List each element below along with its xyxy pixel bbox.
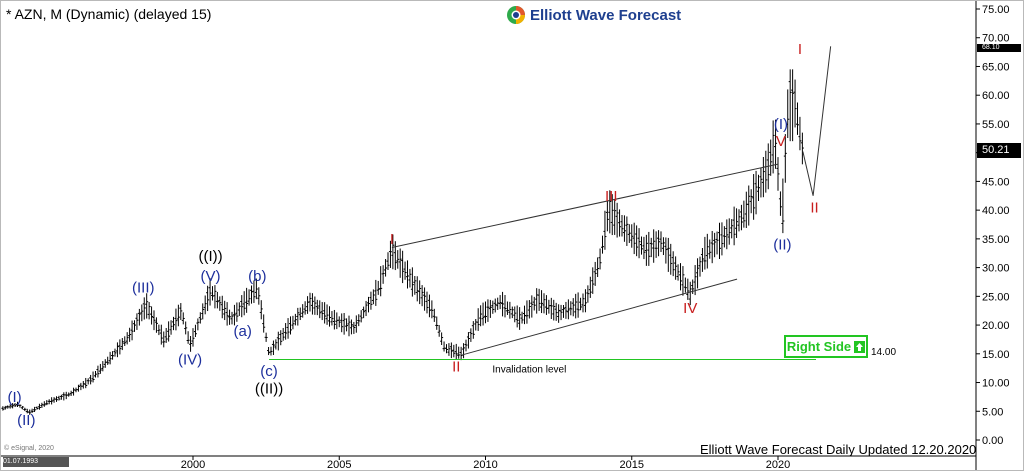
price-axis: 75.0070.0065.0060.0055.0050.0045.0040.00…	[975, 1, 1010, 470]
wave-label: V	[776, 133, 786, 150]
wave-label: (I)	[7, 389, 21, 406]
y-tick-label: 70.00	[982, 33, 1010, 45]
price-bars	[1, 69, 804, 415]
date-box: 01.07.1993	[3, 457, 69, 467]
y-tick-label: 0.00	[982, 435, 1003, 447]
time-axis: 2000 2005 2010 2015 2020	[1, 455, 976, 470]
y-tick-label: 15.00	[982, 349, 1010, 361]
y-tick-label: 45.00	[982, 176, 1010, 188]
wave-label: I	[798, 41, 802, 58]
wave-label: (III)	[132, 280, 155, 297]
y-tick-label: 55.00	[982, 119, 1010, 131]
trendline	[391, 163, 779, 248]
y-tick-label: 30.00	[982, 263, 1010, 275]
wave-label: (IV)	[178, 352, 202, 369]
logo-icon	[507, 6, 525, 24]
projection-path	[802, 46, 832, 196]
wave-label: III	[605, 188, 618, 205]
wave-label: I	[390, 231, 394, 248]
y-tick-label: 65.00	[982, 61, 1010, 73]
last-price-box: 50.21	[977, 143, 1021, 158]
wave-label: IV	[683, 300, 697, 317]
x-tick-label: 2010	[473, 459, 497, 470]
arrow-up-icon	[854, 340, 866, 353]
wave-label: (II)	[17, 412, 35, 429]
right-side-label: Right Side	[786, 339, 852, 354]
x-tick-label: 2015	[620, 459, 644, 470]
trendlines: Invalidation level	[269, 46, 832, 376]
x-tick-label: 2005	[327, 459, 351, 470]
wave-label: (I)	[774, 116, 788, 133]
invalidation-label: Invalidation level	[492, 365, 566, 376]
wave-label: (a)	[234, 323, 252, 340]
wave-label: II	[810, 199, 818, 216]
y-tick-label: 25.00	[982, 291, 1010, 303]
logo: Elliott Wave Forecast	[506, 3, 681, 27]
wave-label: (c)	[260, 363, 278, 380]
y-tick-label: 35.00	[982, 234, 1010, 246]
y-tick-label: 20.00	[982, 320, 1010, 332]
small-price-box: 68.10	[977, 44, 1021, 52]
y-tick-label: 40.00	[982, 205, 1010, 217]
y-tick-label: 10.00	[982, 378, 1010, 390]
wave-label: II	[452, 358, 460, 375]
logo-text: Elliott Wave Forecast	[530, 6, 682, 24]
wave-label: (II)	[773, 237, 791, 254]
right-side-badge: Right Side	[784, 335, 868, 358]
wave-label: (V)	[201, 268, 221, 285]
chart-title: * AZN, M (Dynamic) (delayed 15)	[6, 6, 212, 22]
wave-label: (b)	[248, 268, 266, 285]
y-tick-label: 5.00	[982, 406, 1003, 418]
wave-label: ((I))	[198, 248, 222, 265]
wave-labels: (I) (II) (III) (IV) (V) ((I)) (a) (b) (c)((II)) I…	[7, 41, 818, 429]
y-tick-label: 60.00	[982, 90, 1010, 102]
wave-label: ((II))	[255, 380, 283, 397]
footer-text: Elliott Wave Forecast Daily Updated 12.2…	[700, 442, 977, 457]
x-tick-label: 2020	[766, 459, 790, 470]
esignal-mark: © eSignal, 2020	[4, 445, 54, 452]
y-tick-label: 75.00	[982, 4, 1010, 16]
level-label: 14.00	[871, 347, 897, 358]
x-tick-label: 2000	[181, 459, 205, 470]
trendline	[461, 278, 738, 356]
